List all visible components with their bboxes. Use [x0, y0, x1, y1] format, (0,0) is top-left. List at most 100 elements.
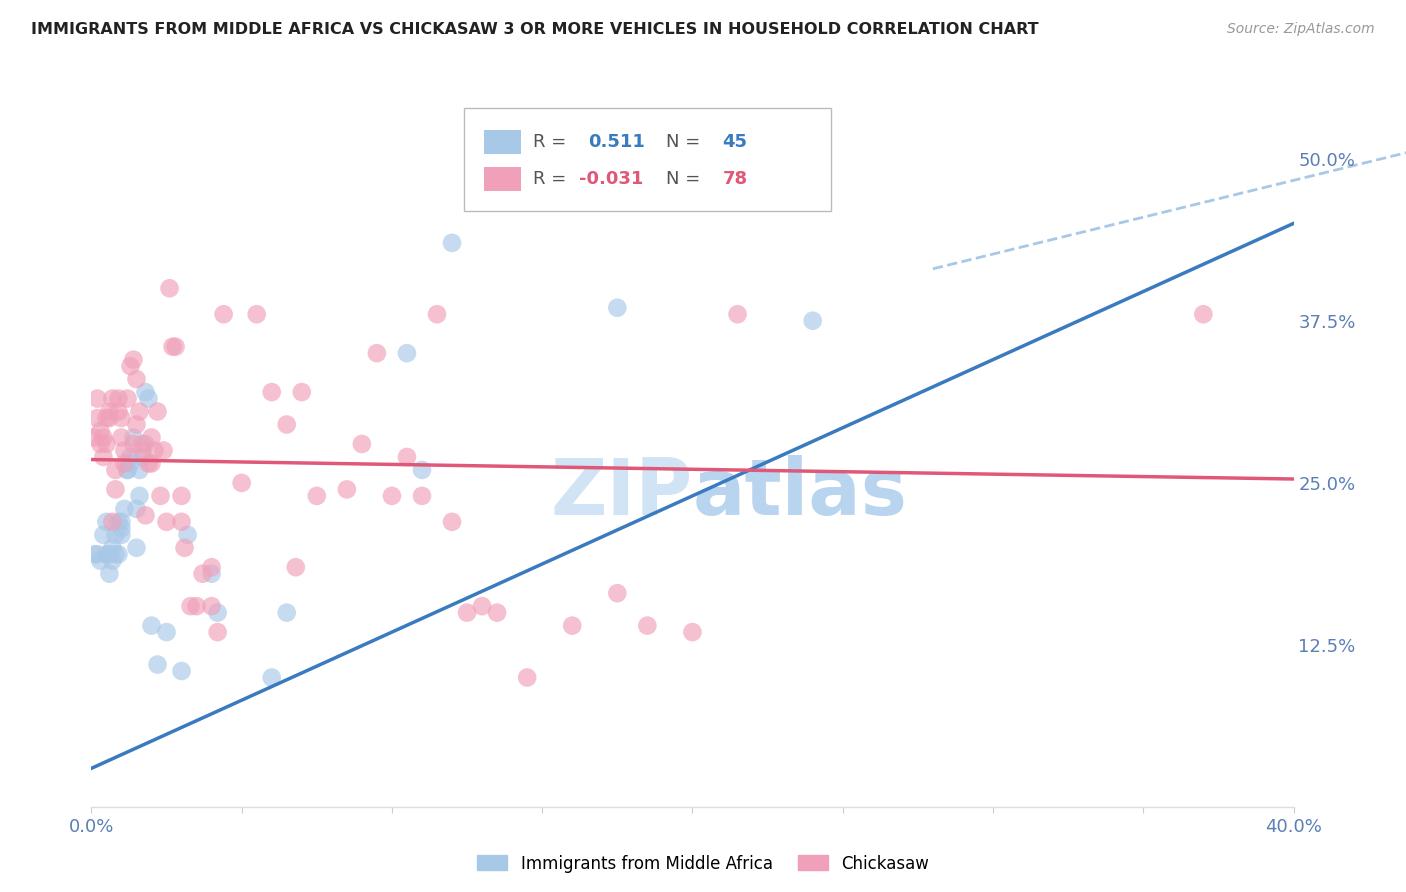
Point — [207, 625, 229, 640]
Text: N =: N = — [666, 170, 700, 188]
Point — [120, 450, 142, 464]
Point — [284, 560, 307, 574]
Point — [86, 392, 108, 406]
Point — [260, 671, 283, 685]
Point — [471, 599, 494, 614]
Point — [180, 599, 202, 614]
Point — [155, 515, 177, 529]
Point — [104, 547, 127, 561]
Text: IMMIGRANTS FROM MIDDLE AFRICA VS CHICKASAW 3 OR MORE VEHICLES IN HOUSEHOLD CORRE: IMMIGRANTS FROM MIDDLE AFRICA VS CHICKAS… — [31, 22, 1039, 37]
Point — [134, 385, 156, 400]
Point — [122, 437, 145, 451]
Point — [131, 437, 153, 451]
Point — [110, 528, 132, 542]
Point — [801, 314, 824, 328]
Point — [606, 301, 628, 315]
Point — [128, 489, 150, 503]
Point — [125, 541, 148, 555]
Point — [305, 489, 328, 503]
Point — [93, 430, 115, 444]
Point — [191, 566, 214, 581]
Point — [170, 489, 193, 503]
Point — [201, 566, 224, 581]
Point — [83, 430, 105, 444]
Point — [128, 404, 150, 418]
Point — [276, 417, 298, 432]
Point — [96, 547, 118, 561]
Point — [159, 281, 181, 295]
Point — [114, 443, 136, 458]
Point — [260, 385, 283, 400]
Point — [155, 625, 177, 640]
Text: Source: ZipAtlas.com: Source: ZipAtlas.com — [1227, 22, 1375, 37]
Point — [120, 359, 142, 373]
Point — [89, 554, 111, 568]
Point — [141, 430, 163, 444]
Legend: Immigrants from Middle Africa, Chickasaw: Immigrants from Middle Africa, Chickasaw — [471, 848, 935, 880]
Point — [93, 528, 115, 542]
Point — [89, 424, 111, 438]
Point — [411, 463, 433, 477]
Point — [1192, 307, 1215, 321]
Point — [104, 483, 127, 497]
Point — [606, 586, 628, 600]
Point — [86, 547, 108, 561]
Text: 45: 45 — [723, 133, 748, 151]
Point — [176, 528, 198, 542]
Text: -0.031: -0.031 — [579, 170, 644, 188]
Point — [395, 450, 418, 464]
Point — [141, 618, 163, 632]
Point — [117, 392, 139, 406]
Point — [246, 307, 269, 321]
Point — [101, 392, 124, 406]
Point — [107, 404, 129, 418]
Point — [727, 307, 749, 321]
Point — [350, 437, 373, 451]
Point — [98, 547, 121, 561]
Point — [101, 515, 124, 529]
Point — [98, 566, 121, 581]
Point — [93, 450, 115, 464]
Point — [89, 437, 111, 451]
Point — [395, 346, 418, 360]
Point — [146, 404, 169, 418]
Point — [107, 392, 129, 406]
Point — [104, 528, 127, 542]
Point — [107, 547, 129, 561]
Point — [104, 463, 127, 477]
Point — [107, 515, 129, 529]
Point — [636, 618, 658, 632]
Point — [96, 515, 118, 529]
Point — [138, 457, 160, 471]
Point — [143, 443, 166, 458]
Point — [201, 599, 224, 614]
Point — [110, 515, 132, 529]
Text: 0.511: 0.511 — [588, 133, 645, 151]
Point — [134, 437, 156, 451]
Point — [98, 411, 121, 425]
Point — [141, 457, 163, 471]
Point — [381, 489, 404, 503]
Point — [152, 443, 174, 458]
Point — [101, 541, 124, 555]
Point — [128, 463, 150, 477]
Point — [411, 489, 433, 503]
Point — [201, 560, 224, 574]
Point — [212, 307, 235, 321]
Point — [117, 463, 139, 477]
Point — [146, 657, 169, 672]
Point — [440, 515, 463, 529]
Point — [426, 307, 449, 321]
Point — [131, 443, 153, 458]
Point — [83, 547, 105, 561]
Point — [120, 457, 142, 471]
Point — [138, 392, 160, 406]
Point — [336, 483, 359, 497]
Point — [125, 501, 148, 516]
Text: 78: 78 — [723, 170, 748, 188]
Point — [122, 352, 145, 367]
FancyBboxPatch shape — [464, 108, 831, 211]
Point — [110, 411, 132, 425]
Point — [101, 554, 124, 568]
Point — [276, 606, 298, 620]
